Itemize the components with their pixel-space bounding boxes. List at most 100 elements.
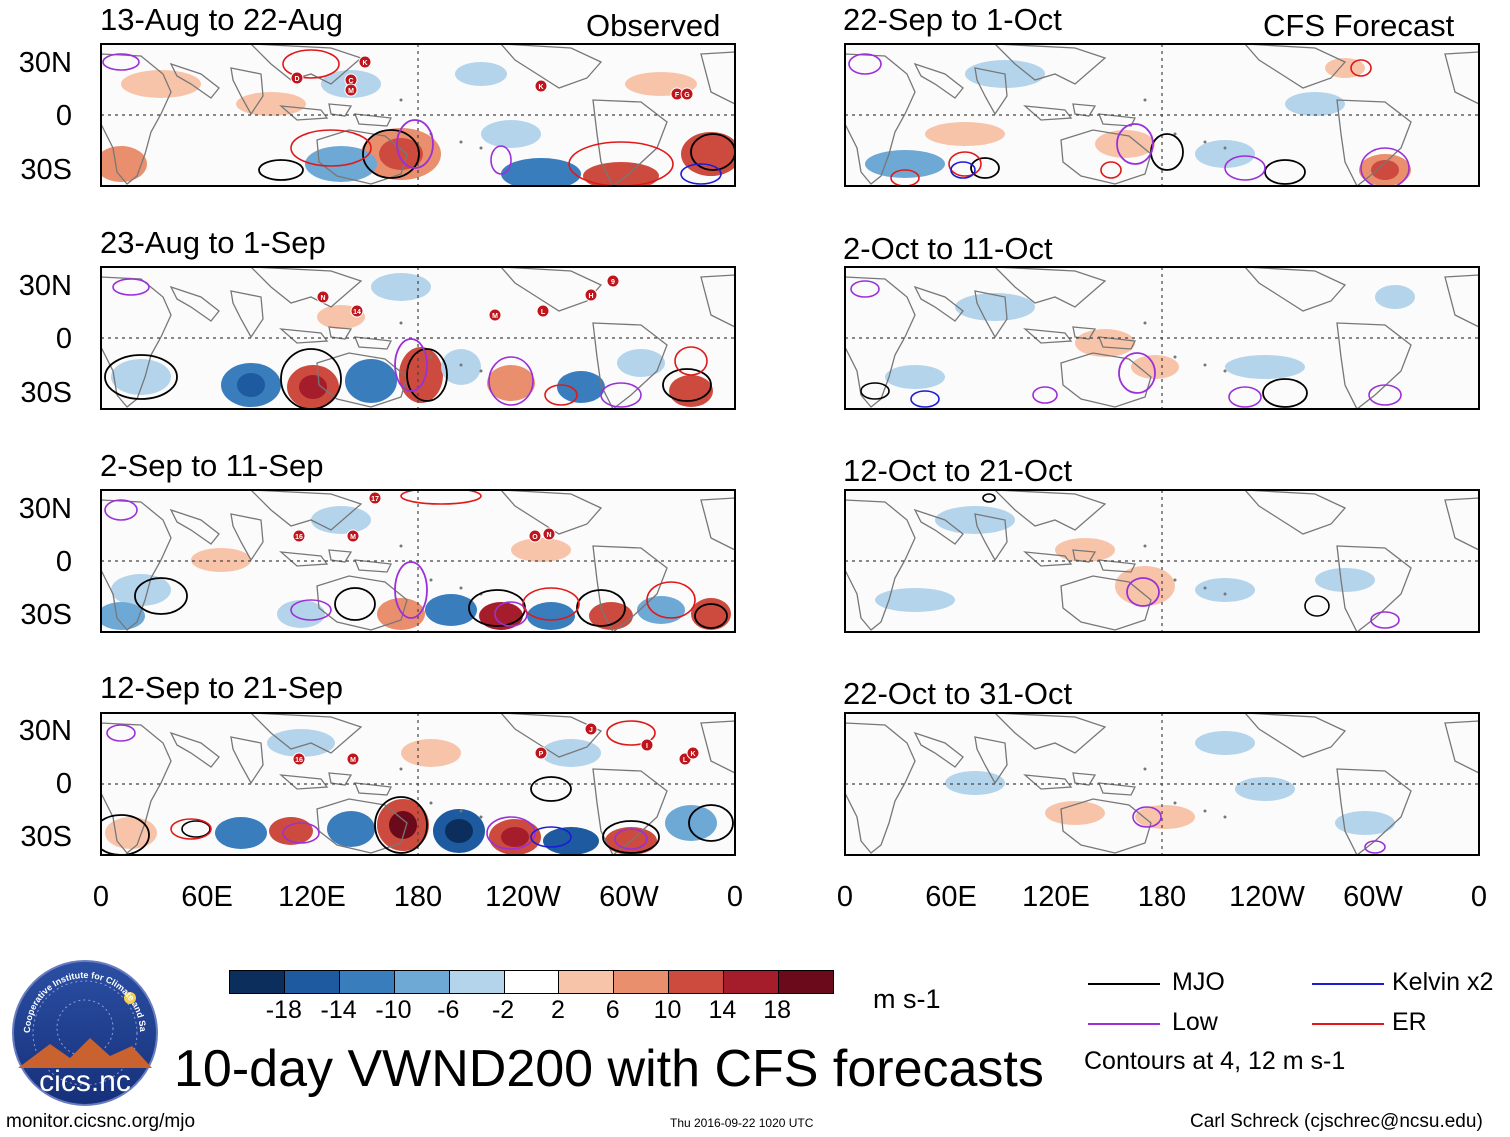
lon-label-right: 0 <box>836 881 854 913</box>
color-bar-cell <box>613 971 669 993</box>
lat-label-30n: 30N <box>18 493 72 525</box>
storm-label: P <box>539 751 544 758</box>
color-bar-tick-label: -18 <box>265 996 302 1024</box>
color-bar-tick-label: -2 <box>491 996 515 1024</box>
forecast-map-1 <box>844 43 1480 187</box>
legend-label-kelvin: Kelvin x2 <box>1392 968 1494 996</box>
lat-label-eq: 0 <box>55 768 72 800</box>
storm-label: N <box>320 295 325 302</box>
legend-note: Contours at 4, 12 m s-1 <box>1084 1047 1346 1075</box>
observed-panel-4-title: 12-Sep to 21-Sep <box>100 670 344 705</box>
observed-map-3: 17 16 M O N <box>100 489 736 633</box>
storm-label: H <box>588 293 593 300</box>
lat-label-30n: 30N <box>18 47 72 79</box>
lat-label-30s: 30S <box>20 599 72 631</box>
color-bar-cell <box>778 971 833 993</box>
forecast-panel-1-title: 22-Sep to 1-Oct <box>843 2 1062 37</box>
lon-label-right: 60E <box>925 881 977 913</box>
storm-label: M <box>350 757 356 764</box>
color-bar-tick-label: 2 <box>550 996 565 1024</box>
storm-label: D <box>294 76 299 83</box>
forecast-panel-3-title: 12-Oct to 21-Oct <box>843 453 1073 488</box>
forecast-panel-4-title: 22-Oct to 31-Oct <box>843 676 1073 711</box>
storm-label: L <box>683 757 688 764</box>
color-bar-cell <box>283 971 339 993</box>
storm-label: I <box>646 743 648 750</box>
storm-label: L <box>541 309 546 316</box>
color-bar-tick-label: -6 <box>437 996 460 1024</box>
color-bar-cell <box>338 971 394 993</box>
lat-label-30n: 30N <box>18 270 72 302</box>
lon-label-right: 60W <box>1343 881 1403 913</box>
storm-label: K <box>538 84 543 91</box>
lat-label-eq: 0 <box>55 323 72 355</box>
forecast-panel-2-title: 2-Oct to 11-Oct <box>843 231 1053 266</box>
color-bar-tick-label: -14 <box>320 996 357 1024</box>
lon-label-left: 60W <box>599 881 659 913</box>
storm-label: O <box>532 534 538 541</box>
forecast-map-2 <box>844 266 1480 410</box>
color-bar-tick-label: 18 <box>763 996 792 1024</box>
observed-map-4: 16 M P J I L K <box>100 712 736 856</box>
color-bar-cell <box>668 971 724 993</box>
storm-label: F <box>675 92 680 99</box>
observed-panel-1-title: 13-Aug to 22-Aug <box>100 2 344 37</box>
lon-label-right: 0 <box>1470 881 1488 913</box>
observed-header: Observed <box>586 8 721 43</box>
color-bar-cell <box>448 971 504 993</box>
footer-author: Carl Schreck (cjschrec@ncsu.edu) <box>1190 1111 1483 1132</box>
lon-label-left: 180 <box>393 881 443 913</box>
storm-label: 9 <box>611 279 615 286</box>
cicsnc-logo: Cooperative Institute for Climate and Sa… <box>10 958 158 1106</box>
lat-label-eq: 0 <box>55 100 72 132</box>
storm-label: M <box>350 534 356 541</box>
lat-label-30n: 30N <box>18 715 72 747</box>
color-bar-tick-label: -10 <box>375 996 412 1024</box>
logo-text: cics.nc <box>39 1065 131 1098</box>
color-bar-cell <box>230 971 284 993</box>
storm-label: J <box>589 727 593 734</box>
lat-label-30s: 30S <box>20 154 72 186</box>
storm-label: 14 <box>353 309 361 316</box>
map-panels: D C M K K F G <box>100 43 1480 856</box>
storm-label: 16 <box>295 757 303 764</box>
legend-line-mjo <box>1088 983 1160 985</box>
legend-line-er <box>1312 1023 1384 1025</box>
forecast-map-4 <box>844 712 1480 856</box>
forecast-map-3 <box>844 489 1480 633</box>
storm-label: 16 <box>295 534 303 541</box>
color-bar-units: m s-1 <box>873 984 941 1014</box>
lat-label-30s: 30S <box>20 821 72 853</box>
legend-label-low: Low <box>1172 1008 1218 1036</box>
storm-label: K <box>362 60 367 67</box>
color-bar-tick-label: 6 <box>605 996 620 1024</box>
footer-url[interactable]: monitor.cicsnc.org/mjo <box>6 1111 196 1132</box>
color-bar-tick-label: 10 <box>653 996 682 1024</box>
storm-label: M <box>492 313 498 320</box>
lon-label-right: 180 <box>1137 881 1187 913</box>
legend-line-kelvin <box>1312 983 1384 985</box>
color-bar-cell <box>723 971 779 993</box>
observed-map-1: D C M K K F G <box>100 43 736 187</box>
forecast-header: CFS Forecast <box>1263 8 1455 43</box>
lon-label-right: 120W <box>1229 881 1305 913</box>
lon-label-left: 0 <box>92 881 110 913</box>
color-bar <box>229 970 834 994</box>
color-bar-cell <box>503 971 559 993</box>
storm-label: K <box>690 751 695 758</box>
color-bar-tick-label: 14 <box>708 996 737 1024</box>
lat-label-30s: 30S <box>20 377 72 409</box>
legend-line-low <box>1088 1023 1160 1025</box>
observed-panel-3-title: 2-Sep to 11-Sep <box>100 448 324 483</box>
lat-label-eq: 0 <box>55 546 72 578</box>
observed-map-2: N 14 M L H 9 <box>100 266 736 410</box>
legend-label-mjo: MJO <box>1172 968 1225 996</box>
lon-label-right: 120E <box>1022 881 1090 913</box>
storm-label: G <box>684 92 690 99</box>
lon-label-left: 0 <box>726 881 744 913</box>
lon-label-left: 120W <box>485 881 561 913</box>
footer-timestamp: Thu 2016-09-22 1020 UTC <box>670 1116 814 1130</box>
main-title: 10-day VWND200 with CFS forecasts <box>174 1040 1044 1098</box>
color-bar-cell <box>393 971 449 993</box>
observed-panel-2-title: 23-Aug to 1-Sep <box>100 225 326 260</box>
